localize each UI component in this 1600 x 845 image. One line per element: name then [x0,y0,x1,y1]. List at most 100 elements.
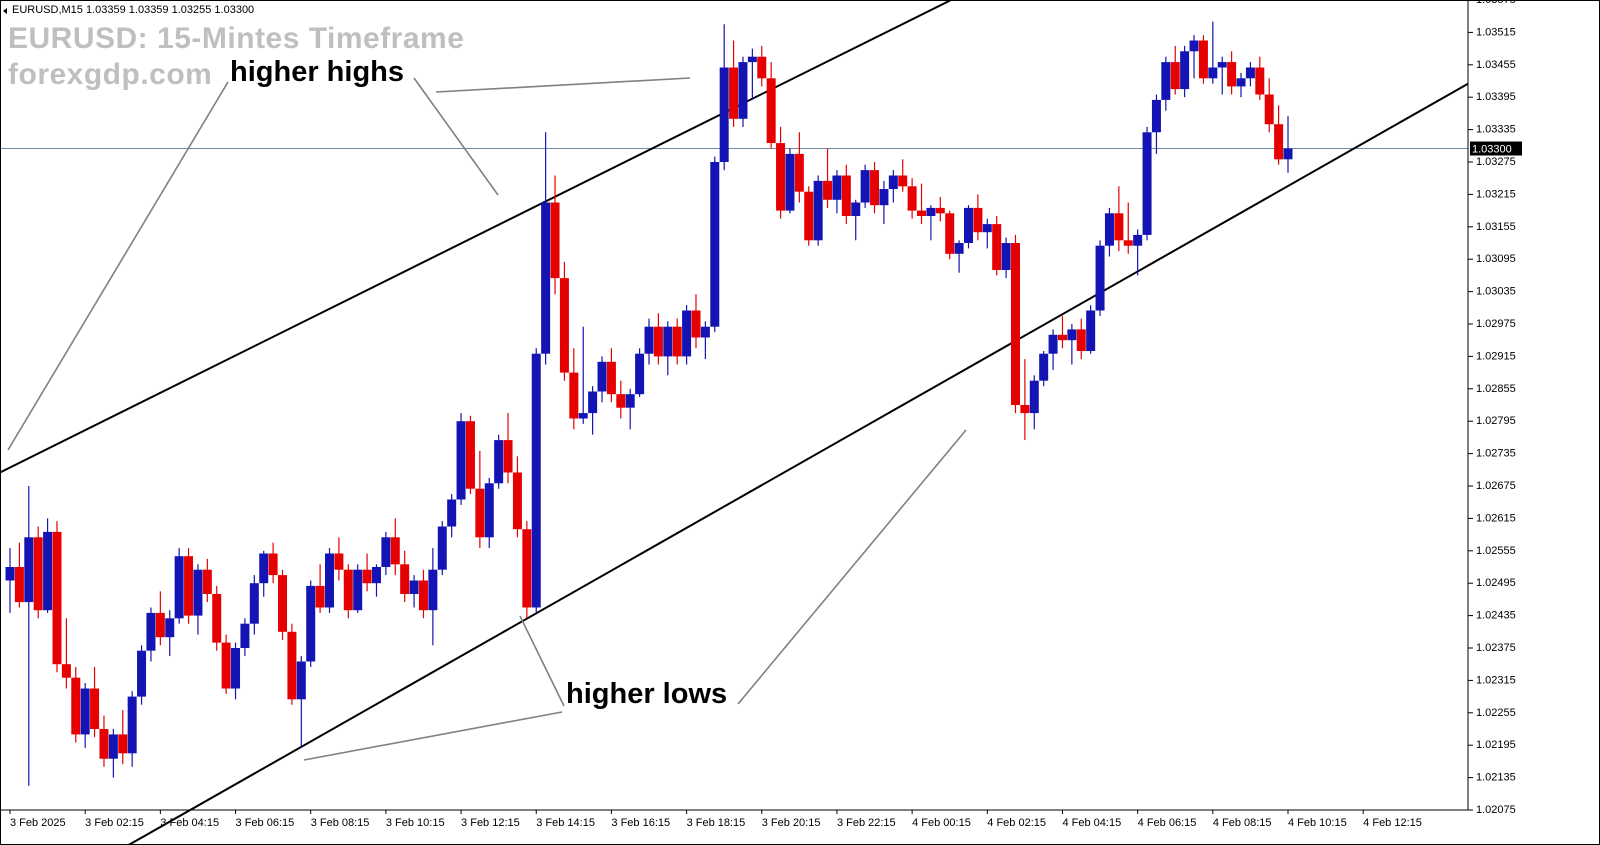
candle [90,689,99,730]
candle [588,392,597,414]
candle [391,537,400,564]
xaxis-tick-label: 3 Feb 20:15 [762,817,821,829]
candle [936,208,945,213]
candle [663,327,672,357]
yaxis-tick-label: 1.02915 [1476,350,1516,362]
candle [1255,68,1264,95]
candle [973,208,982,232]
candle [165,618,174,637]
candle [795,154,804,192]
candle [1114,213,1123,240]
candle [6,567,15,581]
yaxis-tick-label: 1.02255 [1476,707,1516,719]
candle [250,583,259,624]
candle [1067,329,1076,340]
candle [504,440,513,472]
candle [43,532,52,610]
candle [184,556,193,615]
candle [1171,62,1180,89]
candle [24,537,33,602]
candle [569,373,578,419]
xaxis-tick-label: 4 Feb 00:15 [912,817,971,829]
candle [1180,51,1189,89]
candle [691,311,700,338]
candle [738,62,747,119]
candle [560,278,569,373]
candle [231,648,240,689]
candle [259,554,268,584]
candle [1058,335,1067,340]
xaxis-tick-label: 4 Feb 12:15 [1363,817,1422,829]
candle [776,143,785,211]
candle [222,643,231,689]
yaxis-tick-label: 1.03095 [1476,253,1516,265]
candle [1105,213,1114,245]
candle [15,567,24,602]
yaxis-tick-label: 1.02375 [1476,642,1516,654]
candle [654,327,663,357]
candle [1284,149,1293,160]
xaxis-tick-label: 4 Feb 02:15 [987,817,1046,829]
yaxis-tick-label: 1.03035 [1476,286,1516,298]
candle [832,176,841,200]
candle [99,729,108,759]
candle [729,68,738,119]
current-price-tag: 1.03300 [1472,144,1512,156]
symbol-info: EURUSD,M15 1.03359 1.03359 1.03255 1.033… [12,4,254,16]
candle [1133,235,1142,246]
candle [381,537,390,567]
xaxis-tick-label: 4 Feb 10:15 [1288,817,1347,829]
candle [673,327,682,357]
candle [513,473,522,530]
candle [137,651,146,697]
chart-svg[interactable]: 1.020751.021351.021951.022551.023151.023… [0,0,1600,845]
candle [1096,246,1105,311]
yaxis-tick-label: 1.02855 [1476,383,1516,395]
candle [1265,95,1274,125]
candle [438,527,447,570]
candle [1039,354,1048,381]
candle [804,192,813,241]
xaxis-tick-label: 3 Feb 22:15 [837,817,896,829]
candle [278,575,287,632]
xaxis-tick-label: 3 Feb 08:15 [311,817,370,829]
candle [428,570,437,611]
xaxis-tick-label: 3 Feb 10:15 [386,817,445,829]
candle [1020,405,1029,413]
candle [344,570,353,611]
candle [551,203,560,279]
candle [917,211,926,216]
candle [983,224,992,232]
candle [541,203,550,354]
candle [203,570,212,594]
candle [334,554,343,570]
yaxis-tick-label: 1.02195 [1476,739,1516,751]
candle [372,567,381,583]
xaxis-tick-label: 3 Feb 16:15 [611,817,670,829]
candle [1274,124,1283,159]
yaxis-tick-label: 1.02135 [1476,772,1516,784]
candle [870,170,879,205]
yaxis-tick-label: 1.02675 [1476,480,1516,492]
candle [447,500,456,527]
candle [1002,243,1011,270]
candle [767,78,776,143]
yaxis-tick-label: 1.02735 [1476,448,1516,460]
candle [1143,132,1152,235]
candle [1199,41,1208,79]
candle [52,532,61,664]
candle [992,224,1001,270]
candle [457,421,466,499]
candle [81,689,90,735]
candle [1161,62,1170,100]
candle [240,624,249,648]
candle [363,570,372,584]
candle [1246,68,1255,79]
yaxis-tick-label: 1.02495 [1476,577,1516,589]
xaxis-tick-label: 3 Feb 02:15 [85,817,144,829]
yaxis-tick-label: 1.03155 [1476,221,1516,233]
candle [757,57,766,79]
candle [720,68,729,163]
candle [1152,100,1161,132]
candle [316,586,325,608]
